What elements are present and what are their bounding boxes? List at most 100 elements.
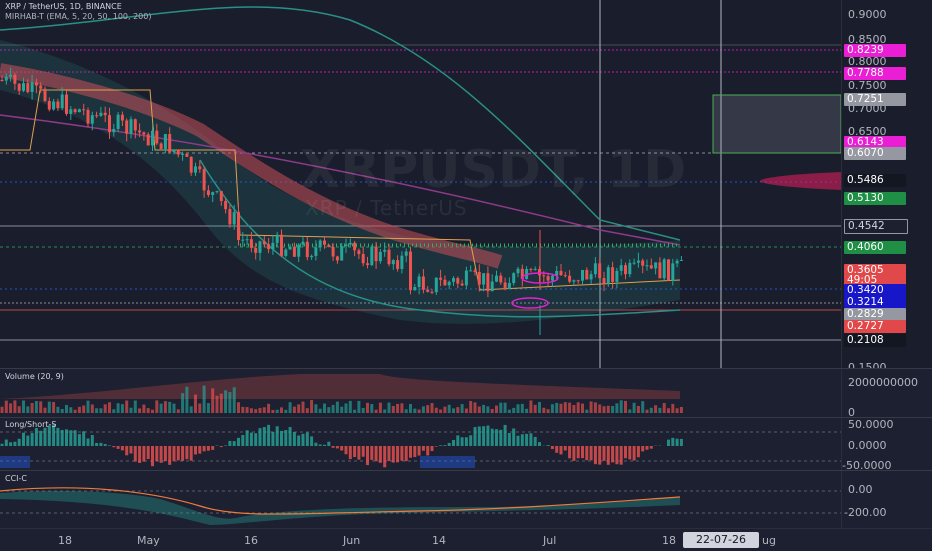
volume-bar xyxy=(534,405,537,413)
candle-body xyxy=(263,241,266,244)
ls-bar xyxy=(5,440,8,446)
volume-bar xyxy=(452,408,455,413)
cci-pane[interactable]: CCI-C 0.00 -200.00 xyxy=(0,471,932,528)
candle-body xyxy=(615,271,618,282)
ls-bar xyxy=(267,425,270,446)
ls-bar xyxy=(615,446,618,464)
ls-bar xyxy=(302,434,305,446)
ls-bar xyxy=(207,446,210,451)
volume-pane[interactable]: Volume (20, 9) 2000000000 0 xyxy=(0,369,932,417)
volume-bar xyxy=(637,406,640,413)
crosshair-date-label: 22-07-26 xyxy=(683,532,759,548)
candle-body xyxy=(108,115,111,132)
candle-body xyxy=(95,115,98,116)
candle-body xyxy=(18,84,21,91)
volume-bar xyxy=(323,404,326,413)
volume-bar xyxy=(164,401,167,413)
volume-bar xyxy=(413,409,416,413)
cci-axis[interactable]: 0.00 -200.00 xyxy=(841,471,932,528)
volume-bar xyxy=(508,410,511,413)
volume-axis[interactable]: 2000000000 0 xyxy=(841,369,932,417)
candle-body xyxy=(35,82,38,85)
ls-bar xyxy=(628,446,631,459)
price-pane[interactable]: XRPUSDT, 1D XRP / TetherUS XRP / TetherU… xyxy=(0,0,932,368)
candle-body xyxy=(52,102,55,110)
volume-bar xyxy=(405,409,408,413)
symbol-legend[interactable]: XRP / TetherUS, 1D, BINANCE xyxy=(5,2,122,11)
ls-bar xyxy=(465,437,468,446)
ls-bar xyxy=(667,440,670,446)
volume-bar xyxy=(366,403,369,413)
volume-bar xyxy=(48,402,51,413)
candle-body xyxy=(667,259,670,280)
volume-bar xyxy=(185,387,188,413)
ls-bar xyxy=(375,446,378,461)
price-level-label: 0.5130 xyxy=(844,192,906,205)
candle-body xyxy=(663,259,666,278)
longshort-chart-canvas[interactable] xyxy=(0,418,932,470)
candle-body xyxy=(56,102,59,109)
volume-bar xyxy=(646,410,649,413)
ls-bar xyxy=(233,441,236,446)
volume-bar xyxy=(87,401,90,413)
candle-body xyxy=(220,191,223,201)
volume-bar xyxy=(160,404,163,413)
ls-bar xyxy=(26,436,29,446)
volume-bar xyxy=(581,404,584,413)
ls-bar xyxy=(168,446,171,465)
cci-legend[interactable]: CCI-C xyxy=(5,474,27,483)
ls-bar xyxy=(306,432,309,446)
candle-body xyxy=(340,246,343,260)
volume-legend[interactable]: Volume (20, 9) xyxy=(5,372,64,381)
longshort-legend[interactable]: Long/Short-S xyxy=(5,420,57,429)
ls-bar xyxy=(44,428,47,446)
volume-bar xyxy=(676,408,679,413)
candle-body xyxy=(164,134,167,149)
volume-bar xyxy=(512,408,515,413)
ls-bar xyxy=(409,446,412,458)
ls-bar xyxy=(620,446,623,465)
ls-bar xyxy=(633,446,636,461)
volume-bar xyxy=(650,408,653,413)
ls-bar xyxy=(147,446,150,459)
volume-bar xyxy=(409,404,412,413)
ls-bar xyxy=(125,446,128,455)
candle-body xyxy=(607,267,610,283)
candle-body xyxy=(456,278,459,283)
candle-body xyxy=(44,89,47,101)
candle-body xyxy=(142,132,145,134)
candle-body xyxy=(310,256,313,257)
candle-body xyxy=(284,250,287,256)
candle-body xyxy=(345,245,348,247)
time-axis[interactable]: 18 May 16 Jun 14 Jul 18 22-07-26 ug xyxy=(0,528,932,551)
candle-body xyxy=(551,276,554,281)
candle-body xyxy=(469,270,472,271)
volume-bar xyxy=(598,404,601,413)
candle-body xyxy=(465,271,468,286)
ls-bar xyxy=(160,446,163,463)
mirhab-legend[interactable]: MIRHAB-T (EMA, 5, 20, 50, 100, 200) xyxy=(5,12,151,21)
ls-bar xyxy=(443,445,446,446)
candle-body xyxy=(375,247,378,262)
volume-bar xyxy=(181,393,184,413)
candle-body xyxy=(517,269,520,273)
candle-body xyxy=(99,113,102,116)
candle-body xyxy=(181,154,184,155)
candle-body xyxy=(237,212,240,240)
volume-bar xyxy=(499,403,502,413)
longshort-pane[interactable]: Long/Short-S 50.0000 0.0000 -50.0000 xyxy=(0,418,932,470)
volume-bar xyxy=(392,406,395,413)
ls-bar xyxy=(254,433,257,446)
cci-chart-canvas[interactable] xyxy=(0,471,932,528)
volume-bar xyxy=(521,404,524,413)
candle-body xyxy=(542,275,545,276)
candle-body xyxy=(254,248,257,253)
ls-bar xyxy=(117,446,120,449)
volume-chart-canvas[interactable] xyxy=(0,369,932,417)
ls-bar xyxy=(181,446,184,461)
volume-bar xyxy=(504,403,507,413)
longshort-axis[interactable]: 50.0000 0.0000 -50.0000 xyxy=(841,418,932,470)
ls-bar xyxy=(422,446,425,451)
candle-body xyxy=(246,239,249,240)
price-axis[interactable]: 0.90000.85000.80000.75000.70000.65000.15… xyxy=(841,0,932,368)
